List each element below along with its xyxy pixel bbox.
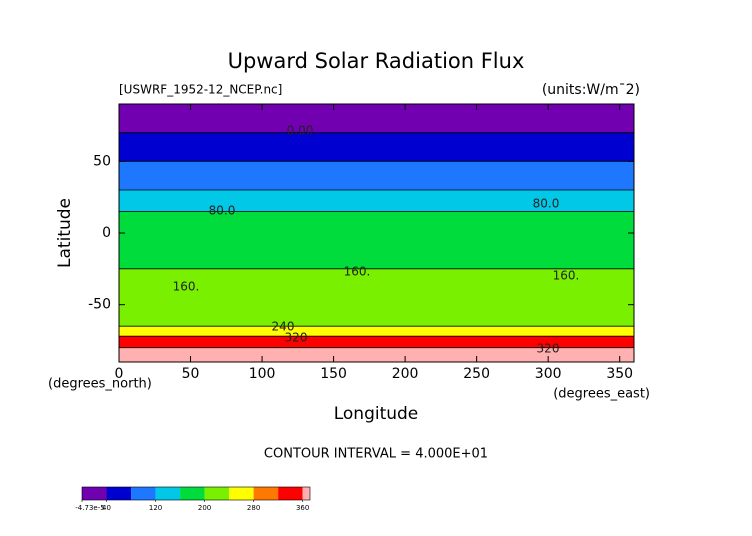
contour-band [119,104,634,134]
x-tick-label: 250 [463,366,490,382]
contour-label: 0.00 [287,124,314,138]
contour-band [119,347,634,363]
chart-title: Upward Solar Radiation Flux [228,49,525,73]
contour-band [119,211,634,270]
x-tick-label: 50 [182,366,200,382]
colorbar-segment [180,487,205,500]
units: (units:W/m¯2) [542,82,640,98]
colorbar-tick-label: 280 [247,504,260,512]
subtitle: [USWRF_1952-12_NCEP.nc] [119,83,282,97]
contour-label: 320 [285,331,308,345]
contour-band [119,161,634,191]
y-tick-label: -50 [88,297,111,313]
x-tick-label: 0 [115,366,124,382]
x-axis-label: Longitude [334,404,419,424]
contour-label: 80.0 [533,197,560,211]
contour-label: 160. [553,269,580,283]
plot-area: 0 50 100 150 200 250 300 350 50 0 -50 -4.73e-540 120… [75,103,635,512]
colorbar-tick-label: 200 [198,504,211,512]
contour-label: 160. [344,265,371,279]
contour-band [119,336,634,349]
colorbar-segment [131,487,156,500]
x-tick-label: 300 [535,366,562,382]
colorbar-segment [106,487,132,500]
contour-band [119,190,634,212]
footnote: CONTOUR INTERVAL = 4.000E+01 [264,447,488,462]
colorbar-frame [81,486,311,501]
x-tick-label: 200 [392,366,419,382]
x-tick-label: 100 [249,366,276,382]
colorbar-segment [204,487,230,500]
contour-label: 240 [272,320,295,334]
colorbar-segment [155,487,181,500]
contour-band [119,132,634,162]
y-tick-label: 0 [102,225,111,241]
contour-label: 320 [537,342,560,356]
colorbar-tick-label: 120 [149,504,162,512]
colorbar-tick-label: -4.73e-5 [75,504,104,512]
y-units: (degrees_north) [48,377,152,392]
colorbar-segment [229,487,254,500]
x-tick-label: 150 [320,366,347,382]
colorbar-tick-label: 360 [296,504,309,512]
contour-label: 80.0 [209,204,236,218]
colorbar-segment [253,487,279,500]
contour-label: 160. [173,280,200,294]
y-tick-label: 50 [93,153,111,169]
y-axis-label: Latitude [55,198,75,268]
colorbar-segment [278,487,303,500]
contour-labels: 0.00 80.0 80.0 160. 160. 160. 240 320 32… [173,124,580,356]
contour-band [119,268,634,327]
contour-band [119,326,634,337]
x-tick-label: 350 [606,366,633,382]
colorbar-segment [302,487,310,500]
x-units: (degrees_east) [553,387,650,402]
colorbar-tick-label: 40 [102,504,111,512]
colorbar-segment [82,487,107,500]
